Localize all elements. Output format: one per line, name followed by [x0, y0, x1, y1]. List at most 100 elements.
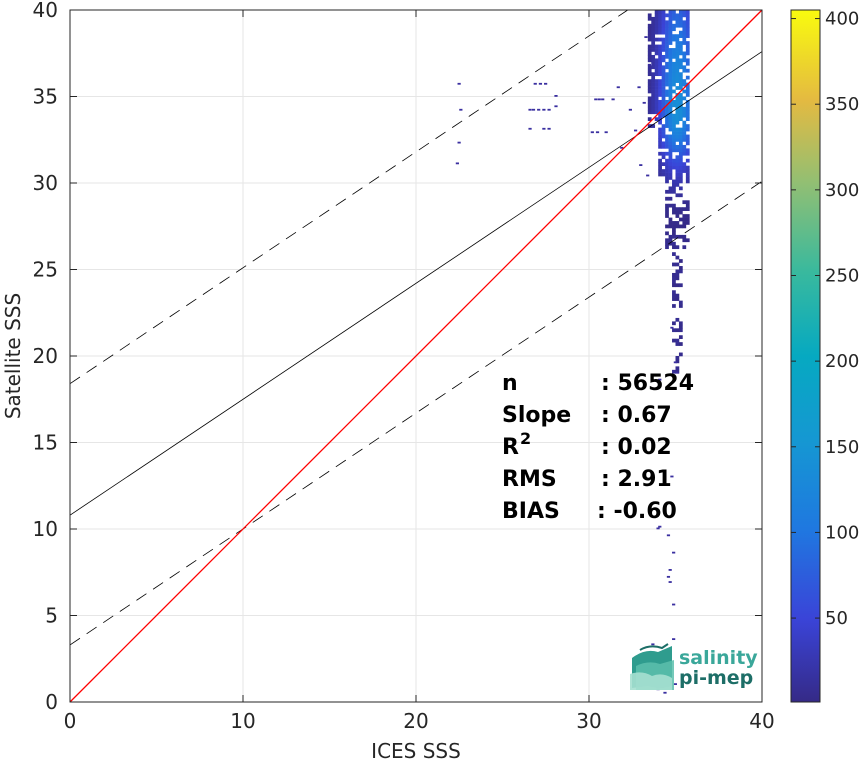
density-cell: [668, 30, 673, 35]
density-cell: [665, 89, 669, 94]
density-cell: [661, 41, 666, 45]
statistics-box: n: 56524 Slope: 0.67 R 2: 0.02 RMS: 2.91 BIAS…: [502, 371, 694, 524]
density-cell: [675, 269, 680, 274]
outlier-point: [542, 127, 546, 130]
density-cell: [651, 61, 656, 66]
colorbar-tick-label: 150: [825, 437, 859, 458]
density-cell: [672, 207, 676, 211]
density-cell: [675, 72, 680, 77]
density-cell: [685, 176, 690, 180]
density-cell: [661, 141, 666, 146]
outlier-point: [670, 326, 674, 329]
density-cell: [672, 158, 676, 163]
density-cell: [654, 82, 659, 87]
density-cell: [668, 151, 673, 156]
density-cell: [678, 335, 683, 339]
outlier-point: [658, 378, 662, 381]
outlier-point: [459, 108, 463, 111]
density-cell: [665, 207, 669, 211]
density-cell: [654, 93, 659, 97]
outlier-point: [528, 108, 532, 111]
density-cell: [658, 117, 662, 122]
density-cell: [682, 138, 687, 142]
density-cell: [665, 65, 669, 70]
density-cell: [678, 179, 683, 184]
density-cell: [658, 127, 662, 132]
density-cell: [678, 99, 683, 104]
density-cell: [647, 13, 652, 18]
outlier-point: [604, 131, 608, 134]
density-cell: [668, 89, 673, 94]
density-cell: [665, 176, 669, 180]
density-cell: [678, 93, 683, 97]
density-cell: [678, 283, 683, 288]
density-cell: [678, 304, 683, 308]
density-cell: [672, 134, 676, 139]
outlier-point: [620, 146, 624, 149]
density-cell: [678, 41, 683, 45]
density-cell: [651, 34, 656, 38]
density-cell: [668, 155, 673, 160]
density-cell: [675, 48, 680, 52]
density-cell: [668, 10, 673, 14]
density-cell: [682, 148, 687, 153]
density-cell: [672, 89, 676, 94]
identity-line: [69, 9, 763, 703]
density-cell: [678, 138, 683, 142]
density-cell: [685, 34, 690, 38]
density-cell: [661, 79, 666, 83]
density-cell: [668, 127, 673, 132]
density-cell: [678, 110, 683, 115]
density-cell: [675, 20, 680, 25]
outlier-point: [675, 371, 679, 374]
x-axis-label: ICES SSS: [371, 739, 461, 763]
density-cell: [661, 27, 666, 32]
density-cell: [685, 124, 690, 128]
density-cell: [668, 20, 673, 25]
density-cell: [668, 110, 673, 115]
density-cell: [685, 68, 690, 73]
density-cell: [682, 221, 687, 225]
density-cell: [668, 165, 673, 170]
density-cell: [654, 10, 659, 14]
density-cell: [665, 110, 669, 115]
density-cell: [682, 68, 687, 73]
outlier-point: [670, 475, 674, 478]
density-cell: [665, 214, 669, 218]
density-cell: [658, 82, 662, 87]
density-cell: [668, 96, 673, 101]
density-cell: [685, 217, 690, 222]
density-cell: [651, 79, 656, 83]
density-cell: [661, 96, 666, 101]
density-cell: [675, 221, 680, 225]
density-cell: [665, 27, 669, 32]
density-cell: [661, 162, 666, 166]
density-cell: [654, 27, 659, 32]
density-cell: [654, 99, 659, 104]
density-cell: [682, 200, 687, 205]
density-cell: [647, 86, 652, 90]
density-cell: [678, 61, 683, 66]
density-cell: [672, 179, 676, 184]
density-cell: [647, 44, 652, 49]
density-cell: [661, 44, 666, 49]
density-cell: [675, 65, 680, 70]
density-cell: [661, 151, 666, 156]
density-cell: [661, 127, 666, 132]
density-cell: [678, 131, 683, 135]
density-cell: [678, 162, 683, 166]
density-cell: [678, 72, 683, 77]
colorbar-tick-label: 300: [825, 180, 859, 201]
density-cell: [668, 54, 673, 59]
outlier-point: [533, 82, 537, 85]
density-cell: [672, 252, 676, 256]
density-cell: [678, 79, 683, 83]
outlier-point: [658, 525, 662, 528]
density-cell: [675, 134, 680, 139]
density-cell: [661, 20, 666, 25]
density-cell: [675, 210, 680, 215]
density-cell: [654, 86, 659, 90]
density-cell: [661, 172, 666, 177]
density-cell: [654, 72, 659, 77]
density-cell: [685, 221, 690, 225]
